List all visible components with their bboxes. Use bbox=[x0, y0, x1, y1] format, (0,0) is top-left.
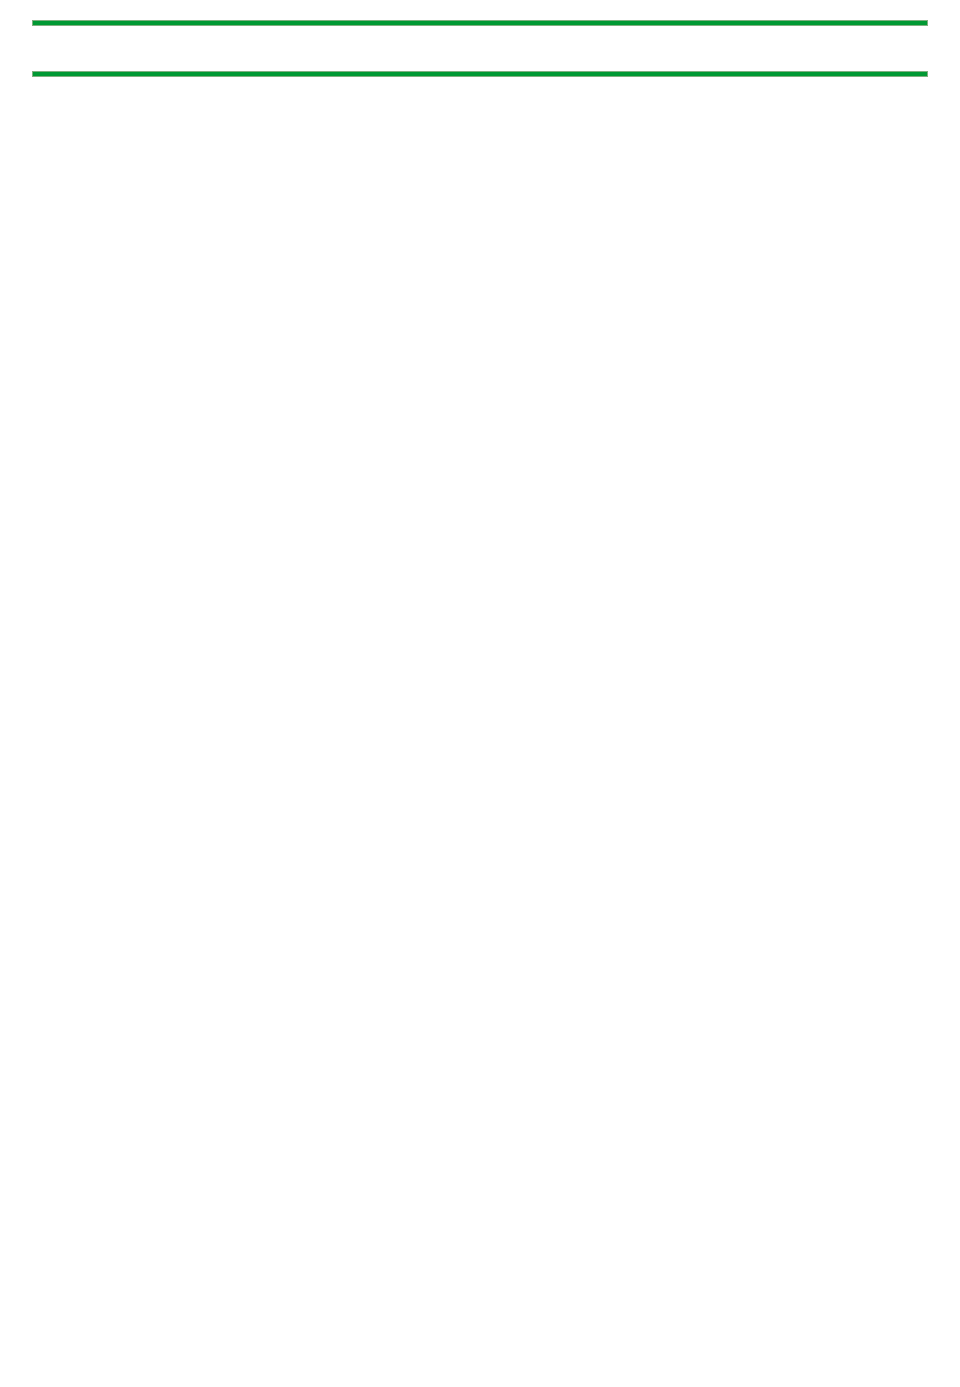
table-operazioni-eseguite bbox=[32, 20, 928, 26]
table-title bbox=[33, 21, 928, 26]
table-title bbox=[33, 72, 928, 77]
table-posizioni-carico bbox=[32, 71, 928, 77]
